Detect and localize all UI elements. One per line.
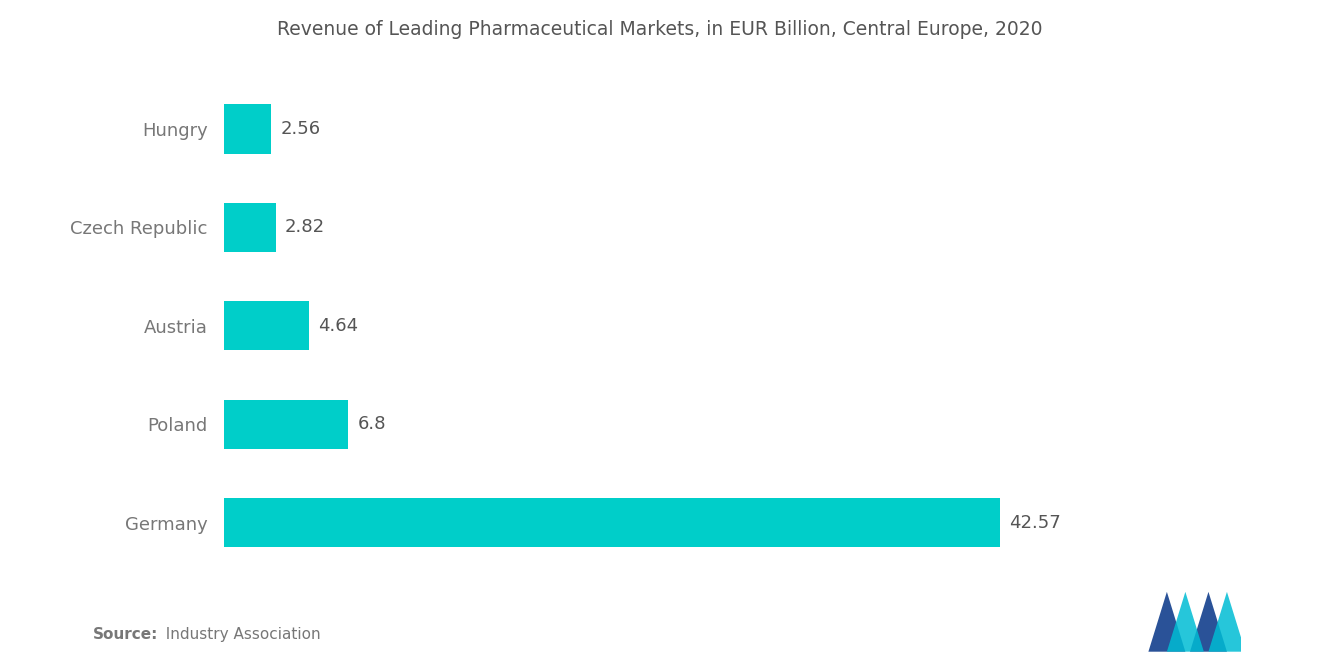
Text: 42.57: 42.57 [1008, 513, 1061, 532]
Text: 2.56: 2.56 [280, 120, 321, 138]
Bar [224, 104, 271, 154]
Bar [224, 203, 276, 252]
Text: Industry Association: Industry Association [156, 626, 321, 642]
Text: Source:: Source: [92, 626, 158, 642]
Text: 2.82: 2.82 [285, 218, 325, 237]
Bar [224, 400, 348, 449]
Text: 6.8: 6.8 [358, 415, 385, 434]
Bar [224, 498, 999, 547]
Bar [224, 301, 309, 350]
Text: Revenue of Leading Pharmaceutical Markets, in EUR Billion, Central Europe, 2020: Revenue of Leading Pharmaceutical Market… [277, 20, 1043, 39]
Text: 4.64: 4.64 [318, 317, 358, 335]
